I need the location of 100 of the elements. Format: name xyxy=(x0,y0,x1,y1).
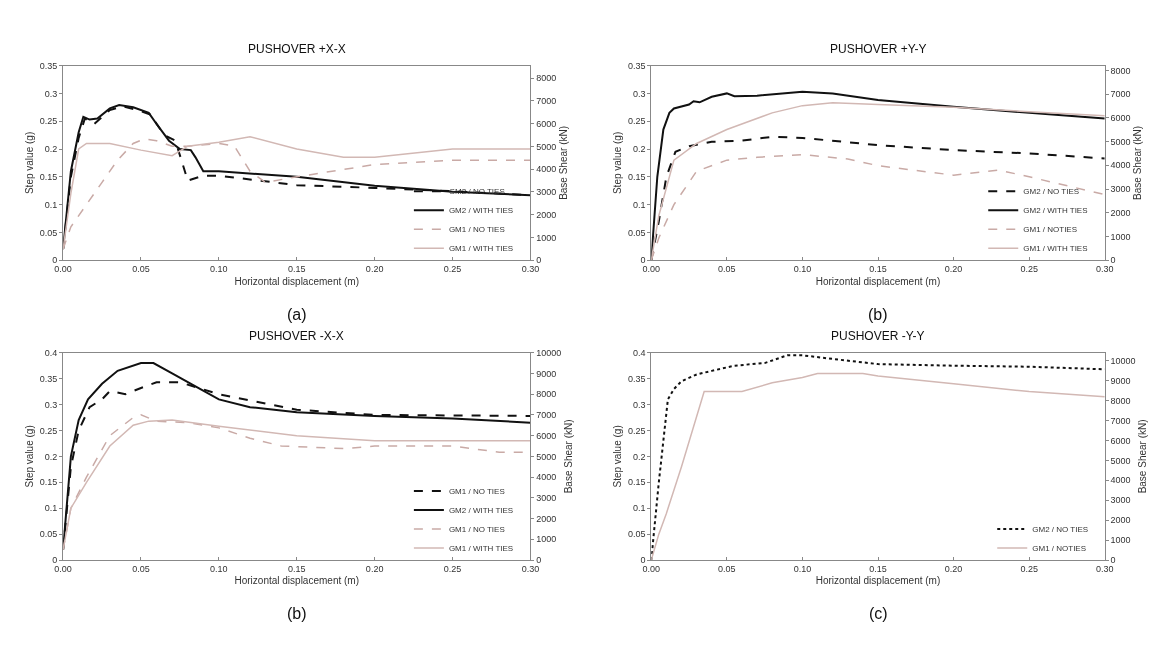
y2-tick-label: 0 xyxy=(1110,255,1116,266)
y2-tick-label: 8000 xyxy=(536,73,557,84)
chart-title: PUSHOVER +X-X xyxy=(248,42,346,56)
y2-tick-label: 1000 xyxy=(536,232,557,243)
x-tick-label: 0.30 xyxy=(521,264,540,274)
x-tick-label: 0.00 xyxy=(54,264,72,274)
y2-tick-label: 8000 xyxy=(1110,65,1131,76)
y-tick-label: 0.1 xyxy=(44,503,58,514)
x-axis-title: Horizontal displacement (m) xyxy=(815,275,941,287)
y-tick-label: 0.25 xyxy=(627,425,646,436)
y2-tick-label: 7000 xyxy=(1110,89,1131,100)
y-tick-label: 0.15 xyxy=(39,171,58,182)
legend-label: GM1 / WITH TIES xyxy=(1023,244,1088,254)
legend-label: GM2 / NO TIES xyxy=(1032,525,1089,535)
y-tick-label: 0 xyxy=(640,555,646,566)
x-tick-label: 0.05 xyxy=(718,264,736,274)
y2-tick-label: 0 xyxy=(1110,555,1116,566)
y2-tick-label: 7000 xyxy=(1110,415,1131,426)
y2-tick-label: 9000 xyxy=(536,368,557,379)
y-axis-title: Step value (g) xyxy=(23,131,35,195)
y2-tick-label: 0 xyxy=(536,255,542,266)
y-tick-label: 0.05 xyxy=(39,529,58,540)
y2-tick-label: 6000 xyxy=(536,118,557,129)
x-axis-title: Horizontal displacement (m) xyxy=(234,275,359,287)
y2-axis-title: Base Shear (kN) xyxy=(562,419,574,494)
y-tick-label: 0.3 xyxy=(44,399,58,410)
y2-tick-label: 2000 xyxy=(1110,207,1131,218)
x-tick-label: 0.30 xyxy=(521,563,540,574)
x-axis-title: Horizontal displacement (m) xyxy=(234,575,359,587)
y-tick-label: 0.1 xyxy=(44,199,58,210)
y-tick-label: 0.2 xyxy=(44,451,58,462)
legend-label: GM1 / NO TIES xyxy=(448,525,505,535)
x-tick-label: 0.10 xyxy=(210,264,228,274)
y2-tick-label: 4000 xyxy=(1110,160,1131,171)
x-tick-label: 0.05 xyxy=(132,563,150,574)
y-tick-label: 0.25 xyxy=(39,425,58,436)
x-tick-label: 0.15 xyxy=(287,563,306,574)
text: (c) xyxy=(869,605,888,622)
y2-tick-label: 3000 xyxy=(1110,495,1131,506)
y2-tick-label: 2000 xyxy=(536,513,557,524)
text: (a) xyxy=(287,306,307,323)
x-tick-label: 0.20 xyxy=(944,264,963,274)
legend-label: GM2 / WITH TIES xyxy=(448,206,514,216)
x-tick-label: 0.20 xyxy=(365,264,384,274)
y2-axis-title: Base Shear (kN) xyxy=(557,125,569,200)
y-tick-label: 0.3 xyxy=(44,88,58,99)
x-tick-label: 0.05 xyxy=(718,563,736,574)
y2-tick-label: 5000 xyxy=(536,141,557,152)
y-tick-label: 0.35 xyxy=(627,373,646,384)
y2-tick-label: 5000 xyxy=(1110,136,1131,147)
y-tick-label: 0.4 xyxy=(632,347,646,358)
legend-label: GM1 / NO TIES xyxy=(448,225,505,235)
y2-tick-label: 3000 xyxy=(536,493,557,503)
y2-tick-label: 1000 xyxy=(1110,231,1131,242)
y-tick-label: 0.2 xyxy=(44,144,58,155)
y2-tick-label: 6000 xyxy=(1110,112,1131,123)
y-tick-label: 0.05 xyxy=(627,227,646,238)
legend-label: GM1 / NOTIES xyxy=(1032,544,1087,554)
x-tick-label: 0.00 xyxy=(642,563,661,574)
x-tick-label: 0.00 xyxy=(54,563,72,574)
chart-title: PUSHOVER -X-X xyxy=(249,329,344,343)
y2-tick-label: 8000 xyxy=(536,389,557,400)
y-tick-label: 0.3 xyxy=(632,88,646,99)
y-tick-label: 0.35 xyxy=(627,60,646,71)
y-tick-label: 0 xyxy=(52,255,58,266)
x-tick-label: 0.30 xyxy=(1095,264,1114,274)
legend-label: GM2 / WITH TIES xyxy=(1023,206,1088,216)
y2-axis-title: Base Shear (kN) xyxy=(1132,125,1144,200)
x-tick-label: 0.15 xyxy=(869,264,887,274)
y2-tick-label: 2000 xyxy=(1110,515,1131,526)
y2-tick-label: 8000 xyxy=(1110,395,1131,406)
x-tick-label: 0.15 xyxy=(869,563,887,574)
y-tick-label: 0.2 xyxy=(632,451,646,462)
text: (b) xyxy=(868,306,888,323)
y-tick-label: 0.15 xyxy=(627,171,646,182)
x-tick-label: 0.10 xyxy=(793,563,812,574)
y2-tick-label: 10000 xyxy=(1110,355,1136,366)
y-axis-title: Step value (g) xyxy=(23,425,35,488)
y-tick-label: 0 xyxy=(640,255,646,266)
x-tick-label: 0.20 xyxy=(944,563,963,574)
y-tick-label: 0.25 xyxy=(627,116,646,127)
y2-tick-label: 7000 xyxy=(536,96,557,107)
y2-tick-label: 5000 xyxy=(1110,455,1131,466)
legend-label: GM1 / WITH TIES xyxy=(448,544,514,554)
y-tick-label: 0.2 xyxy=(632,144,646,155)
x-tick-label: 0.00 xyxy=(642,264,661,274)
y2-tick-label: 6000 xyxy=(1110,435,1131,446)
chart-title: PUSHOVER +Y-Y xyxy=(830,42,927,56)
y-tick-label: 0.05 xyxy=(627,529,646,540)
y2-tick-label: 5000 xyxy=(536,451,557,462)
y2-tick-label: 0 xyxy=(536,555,542,566)
x-tick-label: 0.15 xyxy=(287,264,306,274)
y-tick-label: 0.15 xyxy=(39,477,58,488)
x-tick-label: 0.10 xyxy=(210,563,228,574)
legend-label: GM1 / WITH TIES xyxy=(448,244,514,254)
x-tick-label: 0.25 xyxy=(1020,563,1038,574)
x-tick-label: 0.10 xyxy=(793,264,812,274)
y2-tick-label: 7000 xyxy=(536,410,557,421)
y-tick-label: 0 xyxy=(52,555,58,566)
y-tick-label: 0.4 xyxy=(44,347,58,358)
